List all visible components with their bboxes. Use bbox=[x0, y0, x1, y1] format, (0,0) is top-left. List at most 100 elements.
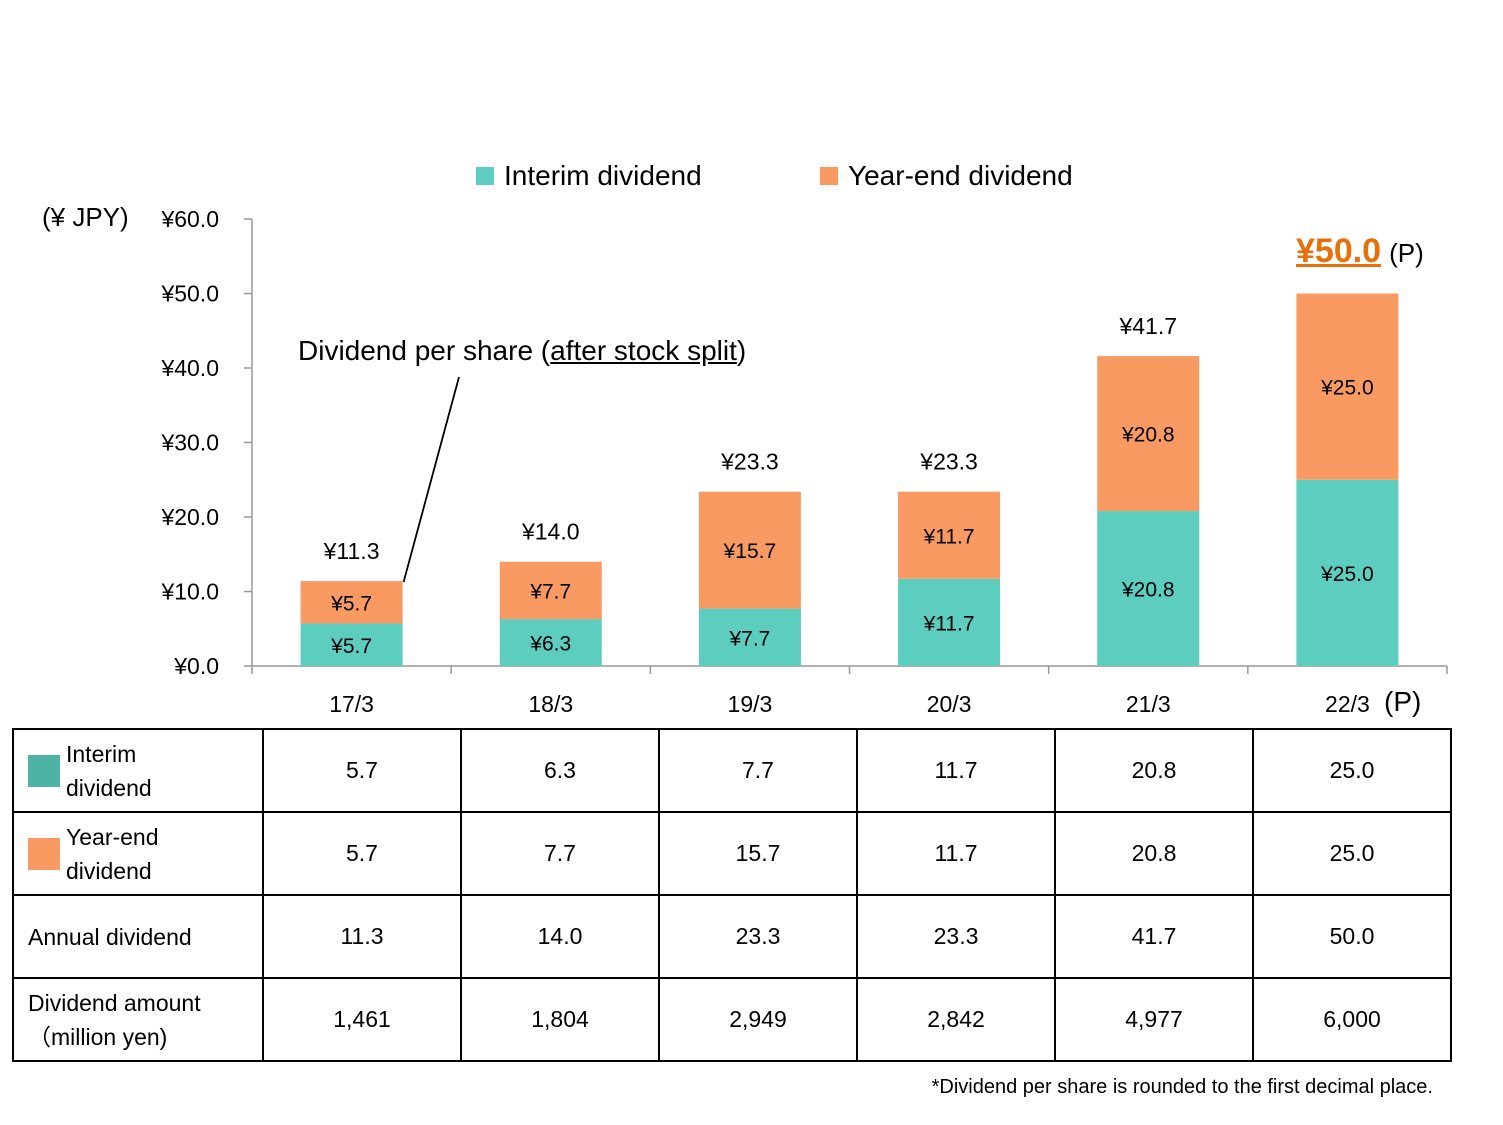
data-label-interim: ¥25.0 bbox=[1320, 563, 1374, 586]
data-label-yearend: ¥15.7 bbox=[723, 540, 777, 563]
category-projection-mark: (P) bbox=[1384, 686, 1422, 717]
table-cell: 7.7 bbox=[658, 728, 858, 813]
table-cell: 50.0 bbox=[1252, 894, 1452, 979]
y-axis-unit-label: (¥ JPY) bbox=[42, 202, 129, 232]
dividend-data-table: Interim dividend 5.7 6.3 7.7 11.7 20.8 25.0 Year… bbox=[12, 728, 1452, 1062]
row-label-line: Interim bbox=[66, 740, 137, 767]
bar-yearend bbox=[1097, 356, 1200, 512]
projected-total-value: ¥50.0 bbox=[1296, 232, 1382, 270]
annotation-prefix: Dividend per share ( bbox=[298, 335, 551, 366]
projected-mark: (P) bbox=[1389, 238, 1424, 268]
row-header: Interim dividend bbox=[12, 728, 264, 813]
table-cell: 25.0 bbox=[1252, 811, 1452, 896]
table-cell: 2,949 bbox=[658, 977, 858, 1062]
legend-item-yearend: Year-end dividend bbox=[820, 160, 1073, 192]
bar-yearend bbox=[898, 491, 1001, 579]
row-label-line: Dividend amount bbox=[28, 989, 201, 1016]
x-tick-label: 17/3 bbox=[329, 691, 374, 717]
y-tick-label: ¥60.0 bbox=[160, 206, 219, 232]
table-cell: 6,000 bbox=[1252, 977, 1452, 1062]
table-row: Interim dividend 5.7 6.3 7.7 11.7 20.8 25.0 bbox=[12, 728, 1452, 813]
bar-interim bbox=[898, 578, 1001, 666]
legend-swatch-yearend bbox=[820, 167, 838, 185]
x-tick-label: 22/3 bbox=[1325, 691, 1370, 717]
table-cell: 6.3 bbox=[460, 728, 660, 813]
data-label-yearend: ¥25.0 bbox=[1320, 377, 1374, 400]
legend-label-yearend: Year-end dividend bbox=[848, 160, 1073, 191]
row-label-line: （million yen) bbox=[28, 1023, 168, 1050]
x-tick-label: 19/3 bbox=[728, 691, 773, 717]
row-label-line: dividend bbox=[66, 857, 152, 884]
table-cell: 41.7 bbox=[1054, 894, 1254, 979]
data-label-yearend: ¥11.7 bbox=[923, 525, 975, 548]
table-cell: 20.8 bbox=[1054, 728, 1254, 813]
row-header-content: Interim dividend bbox=[28, 737, 262, 805]
table-cell: 11.7 bbox=[856, 728, 1056, 813]
table-cell: 2,842 bbox=[856, 977, 1056, 1062]
data-label-interim: ¥5.7 bbox=[330, 635, 372, 658]
table-cell: 11.7 bbox=[856, 811, 1056, 896]
footnote: *Dividend per share is rounded to the fi… bbox=[931, 1076, 1433, 1098]
table-cell: 14.0 bbox=[460, 894, 660, 979]
x-tick-label: 18/3 bbox=[528, 691, 573, 717]
x-tick-label: 20/3 bbox=[927, 691, 972, 717]
x-tick-label: 21/3 bbox=[1126, 691, 1171, 717]
bar-interim bbox=[300, 623, 403, 666]
stock-split-annotation: Dividend per share (after stock split) bbox=[298, 335, 746, 367]
table-cell: 1,804 bbox=[460, 977, 660, 1062]
table-cell: 5.7 bbox=[262, 728, 462, 813]
data-label-total: ¥14.0 bbox=[521, 519, 580, 545]
bar-yearend bbox=[698, 491, 801, 609]
table-cell: 25.0 bbox=[1252, 728, 1452, 813]
data-label-total: ¥23.3 bbox=[919, 449, 978, 475]
table-cell: 20.8 bbox=[1054, 811, 1254, 896]
data-label-yearend: ¥5.7 bbox=[330, 592, 372, 615]
data-label-total: ¥11.3 bbox=[323, 538, 380, 564]
y-tick-label: ¥0.0 bbox=[173, 653, 219, 679]
bar-yearend bbox=[499, 561, 602, 620]
table-cell: 1,461 bbox=[262, 977, 462, 1062]
legend-item-interim: Interim dividend bbox=[476, 160, 702, 192]
data-label-interim: ¥20.8 bbox=[1121, 579, 1175, 602]
y-tick-label: ¥50.0 bbox=[160, 281, 219, 307]
data-label-interim: ¥6.3 bbox=[529, 633, 571, 656]
table-cell: 23.3 bbox=[856, 894, 1056, 979]
data-label-interim: ¥7.7 bbox=[728, 627, 770, 650]
row-swatch-interim bbox=[28, 754, 60, 787]
row-header: Annual dividend bbox=[12, 894, 264, 979]
data-label-yearend: ¥20.8 bbox=[1121, 424, 1175, 447]
projected-total: ¥50.0 (P) bbox=[1296, 232, 1424, 271]
y-tick-label: ¥30.0 bbox=[160, 430, 219, 456]
data-label-total: ¥23.3 bbox=[720, 449, 779, 475]
table-row: Year-end dividend 5.7 7.7 15.7 11.7 20.8 25.0 bbox=[12, 811, 1452, 896]
table-row: Dividend amount （million yen) 1,461 1,804 2,… bbox=[12, 977, 1452, 1062]
y-tick-label: ¥40.0 bbox=[160, 355, 219, 381]
data-label-total: ¥41.7 bbox=[1118, 313, 1177, 339]
row-header: Year-end dividend bbox=[12, 811, 264, 896]
bar-interim bbox=[1097, 511, 1200, 666]
table-cell: 11.3 bbox=[262, 894, 462, 979]
table-cell: 15.7 bbox=[658, 811, 858, 896]
bar-interim bbox=[499, 619, 602, 666]
row-label: Annual dividend bbox=[28, 920, 192, 954]
row-label: Year-end dividend bbox=[66, 820, 159, 888]
table-cell: 7.7 bbox=[460, 811, 660, 896]
y-tick-label: ¥20.0 bbox=[160, 504, 219, 530]
annotation-suffix: ) bbox=[736, 335, 747, 366]
row-label: Dividend amount （million yen) bbox=[28, 986, 201, 1054]
row-header: Dividend amount （million yen) bbox=[12, 977, 264, 1062]
row-label-line: dividend bbox=[66, 774, 152, 801]
bar-interim bbox=[1296, 479, 1399, 666]
bar-interim bbox=[698, 608, 801, 666]
annotation-leader-line bbox=[402, 376, 460, 583]
row-swatch-yearend bbox=[28, 837, 60, 870]
table-row: Annual dividend 11.3 14.0 23.3 23.3 41.7 50.0 bbox=[12, 894, 1452, 979]
table-cell: 4,977 bbox=[1054, 977, 1254, 1062]
row-header-content: Annual dividend bbox=[28, 920, 262, 954]
row-label-line: Year-end bbox=[66, 823, 159, 850]
bar-yearend bbox=[300, 581, 403, 624]
annotation-underlined: after stock split bbox=[550, 335, 737, 366]
data-label-interim: ¥11.7 bbox=[923, 612, 975, 635]
row-header-content: Dividend amount （million yen) bbox=[28, 986, 262, 1054]
